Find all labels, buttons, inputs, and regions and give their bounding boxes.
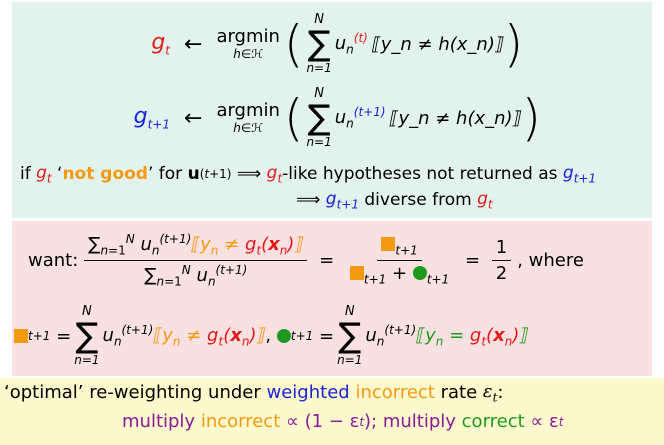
orange-square-icon xyxy=(349,265,364,280)
optimal-reweighting-line: ‘optimal’ re-weighting under weighted in… xyxy=(4,381,504,405)
sum-operator: N ∑ n=1 xyxy=(74,304,100,368)
g-t-symbol: gt xyxy=(151,30,170,58)
right-paren: ) xyxy=(521,89,541,147)
orange-square-icon xyxy=(14,329,28,343)
orange-square-icon xyxy=(381,236,396,251)
weighted-error-fraction: ∑n=1N un(t+1)⟦yn ≠ gt(xn)⟧ ∑n=1N un(t+1) xyxy=(84,232,308,288)
derivation-box xyxy=(12,2,652,218)
weighting-condition-box xyxy=(12,221,652,376)
assign-arrow: ← xyxy=(184,105,203,131)
diverse-line: ⟹ gt+1 diverse from gt xyxy=(296,189,493,212)
if-not-good-line: if gt ‘not good’ for u (t+1) ⟹ gt -like hy… xyxy=(20,163,597,186)
square-dot-fraction: t+1 t+1 + t+1 xyxy=(346,234,453,286)
not-good-text: not good xyxy=(62,164,148,185)
left-paren: ( xyxy=(283,89,304,147)
g-t-plus-1-symbol: gt+1 xyxy=(133,104,170,132)
assign-arrow: ← xyxy=(184,31,203,57)
right-paren: ) xyxy=(503,15,524,73)
green-dot-icon xyxy=(276,329,291,343)
want-equation: want: ∑n=1N un(t+1)⟦yn ≠ gt(xn)⟧ ∑n=1N u… xyxy=(28,231,584,289)
argmin-operator: argmin h∈ℋ xyxy=(216,100,280,136)
equation-g-t: gt ← argmin h∈ℋ ( N ∑ n=1 un(t) ⟦y_n ≠ h(x_… xyxy=(120,4,523,84)
indicator-expression: ⟦y_n ≠ h(x_n)⟧ xyxy=(389,107,522,129)
indicator-expression: ⟦y_n ≠ h(x_n)⟧ xyxy=(371,33,504,55)
optimal-reweighting-box xyxy=(0,378,664,445)
green-dot-icon xyxy=(412,265,427,280)
sum-operator: N ∑ n=1 xyxy=(337,304,363,368)
weight-u-t: un(t) xyxy=(334,31,368,57)
one-half-fraction: 1 2 xyxy=(491,237,512,284)
sum-operator: N ∑ n=1 xyxy=(306,12,332,76)
square-dot-definitions: t+1 = N ∑ n=1 un(t+1)⟦yn ≠ gt(xn)⟧, t+1 = … xyxy=(14,296,528,376)
weight-u-t-plus-1: un(t+1) xyxy=(334,105,386,131)
sum-operator: N ∑ n=1 xyxy=(306,86,332,150)
equation-g-t-plus-1: gt+1 ← argmin h∈ℋ ( N ∑ n=1 un(t+1) ⟦y_n ≠ … xyxy=(120,78,541,158)
left-paren: ( xyxy=(283,15,304,73)
argmin-operator: argmin h∈ℋ xyxy=(216,26,280,62)
multiply-rule-line: multiply incorrect ∝ (1 − ε t); multiply … xyxy=(122,411,564,432)
